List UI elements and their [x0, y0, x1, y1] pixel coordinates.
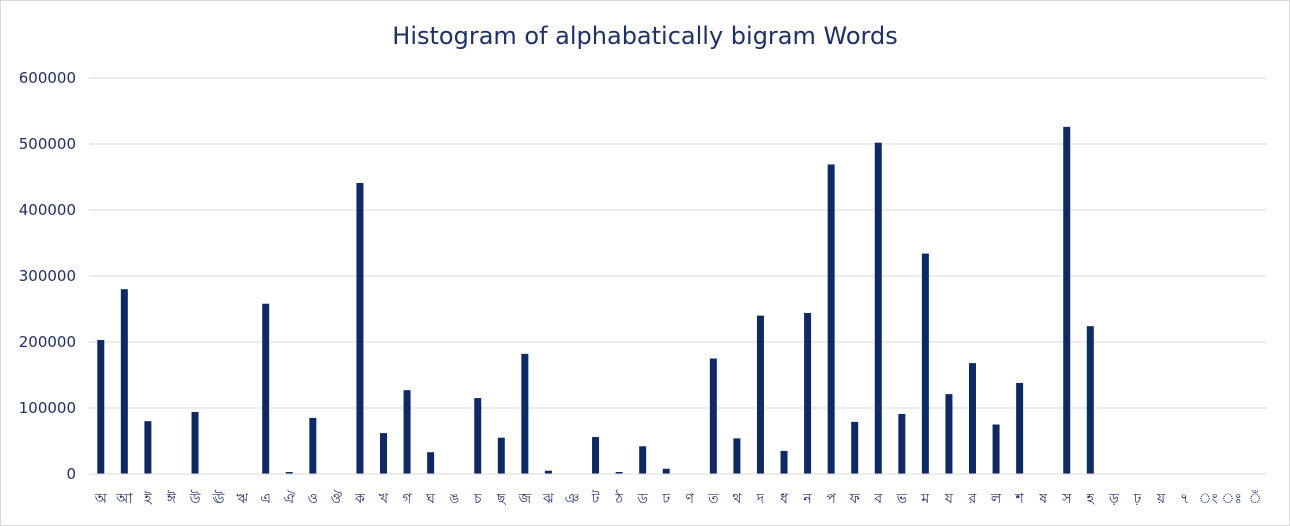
bar [969, 363, 976, 474]
x-tick-label: চ [473, 491, 482, 507]
x-tick-label: ঔ [331, 490, 343, 507]
gridlines [89, 77, 1267, 409]
y-axis-ticks: 0 100000 200000 300000 400000 500000 600000 [19, 69, 76, 483]
bar [851, 421, 859, 474]
x-tick-label: ঋ [236, 491, 248, 507]
x-tick-label: ৭ [1180, 491, 1189, 507]
x-tick-label: ন [802, 491, 812, 507]
x-tick-label: আ [115, 491, 133, 507]
y-tick-label: 100000 [19, 399, 76, 417]
x-tick-label: ক [354, 491, 365, 507]
x-tick-label: ব [873, 491, 882, 507]
bar [780, 450, 788, 474]
y-tick-label: 500000 [19, 135, 76, 153]
bar [945, 394, 953, 474]
x-tick-label: ই [143, 490, 152, 507]
x-tick-label: ভ [896, 491, 908, 507]
x-tick-label: ঙ [449, 491, 459, 507]
bar [144, 421, 152, 474]
bar [1016, 382, 1024, 474]
x-tick-label: ম [920, 491, 929, 507]
x-tick-label: ঘ [425, 491, 435, 507]
bar [1063, 126, 1071, 474]
bar [380, 433, 387, 474]
chart-title: Histogram of alphabatically bigram Words [392, 22, 898, 50]
x-tick-label: থ [732, 491, 742, 507]
x-tick-label: ঐ [284, 490, 296, 507]
bar [262, 303, 270, 474]
bar [992, 424, 1000, 474]
x-tick-label: ধ [780, 491, 789, 507]
bar [497, 437, 505, 474]
x-tick-label: ঞ [565, 491, 580, 507]
bar [356, 182, 364, 474]
bar [521, 353, 529, 474]
bar [544, 470, 552, 474]
bar [874, 142, 882, 474]
x-tick-label: ঈ [166, 490, 177, 507]
x-tick-label: দ [756, 491, 765, 507]
x-tick-label: য [944, 491, 954, 507]
bar [1086, 326, 1094, 474]
bar [427, 452, 435, 474]
bar [592, 437, 600, 474]
bar [804, 312, 812, 474]
x-tick-label: ঝ [542, 491, 554, 507]
x-tick-label: এ [260, 491, 271, 507]
bar [615, 472, 623, 474]
x-tick-label: ঢ [661, 491, 671, 507]
x-tick-label: ং [1199, 491, 1218, 507]
x-tick-label: ঢ় [1133, 491, 1142, 507]
bar [709, 358, 717, 474]
bar [120, 289, 128, 474]
y-tick-label: 600000 [19, 69, 76, 87]
x-tick-label: ঠ [614, 490, 623, 507]
x-tick-label: খ [379, 491, 389, 507]
x-tick-label: গ [402, 491, 412, 507]
x-tick-label: হ [1086, 491, 1095, 507]
x-tick-label: ফ [849, 491, 861, 507]
x-tick-label: য় [1156, 491, 1166, 507]
bar [921, 253, 929, 474]
x-tick-label: উ [189, 490, 202, 507]
x-tick-label: র [968, 491, 977, 507]
x-tick-label: প [826, 491, 836, 507]
y-tick-label: 300000 [19, 267, 76, 285]
y-tick-label: 0 [66, 465, 76, 483]
x-tick-label: ও [308, 491, 318, 507]
bar [639, 446, 647, 474]
x-tick-label: জ [518, 491, 532, 507]
bar [733, 438, 741, 474]
bars [97, 126, 1094, 474]
bar [97, 340, 105, 474]
x-tick-label: ট [591, 490, 600, 507]
x-tick-label: ঃ [1221, 491, 1242, 507]
y-tick-label: 200000 [19, 333, 76, 351]
bar [662, 468, 670, 474]
x-tick-label: ঁ [1249, 490, 1262, 507]
x-tick-label: ণ [686, 491, 695, 507]
y-tick-label: 400000 [19, 201, 76, 219]
bar [827, 164, 835, 474]
x-tick-label: অ [94, 491, 108, 507]
x-tick-label: স [1061, 491, 1072, 507]
bar [285, 472, 293, 474]
x-tick-label: ল [990, 491, 1002, 507]
x-tick-label: ষ [1038, 491, 1047, 507]
x-tick-label: ড [637, 491, 649, 507]
x-tick-label: ড় [1108, 491, 1120, 507]
x-tick-label: ঊ [212, 490, 226, 507]
bar [898, 413, 906, 474]
bar [403, 390, 411, 474]
x-tick-label: ছ [496, 491, 507, 507]
bar [756, 315, 764, 474]
bar [309, 417, 317, 474]
x-tick-label: ত [707, 491, 719, 507]
x-tick-label: শ [1014, 491, 1024, 507]
bar [191, 411, 199, 474]
bar [474, 398, 482, 474]
